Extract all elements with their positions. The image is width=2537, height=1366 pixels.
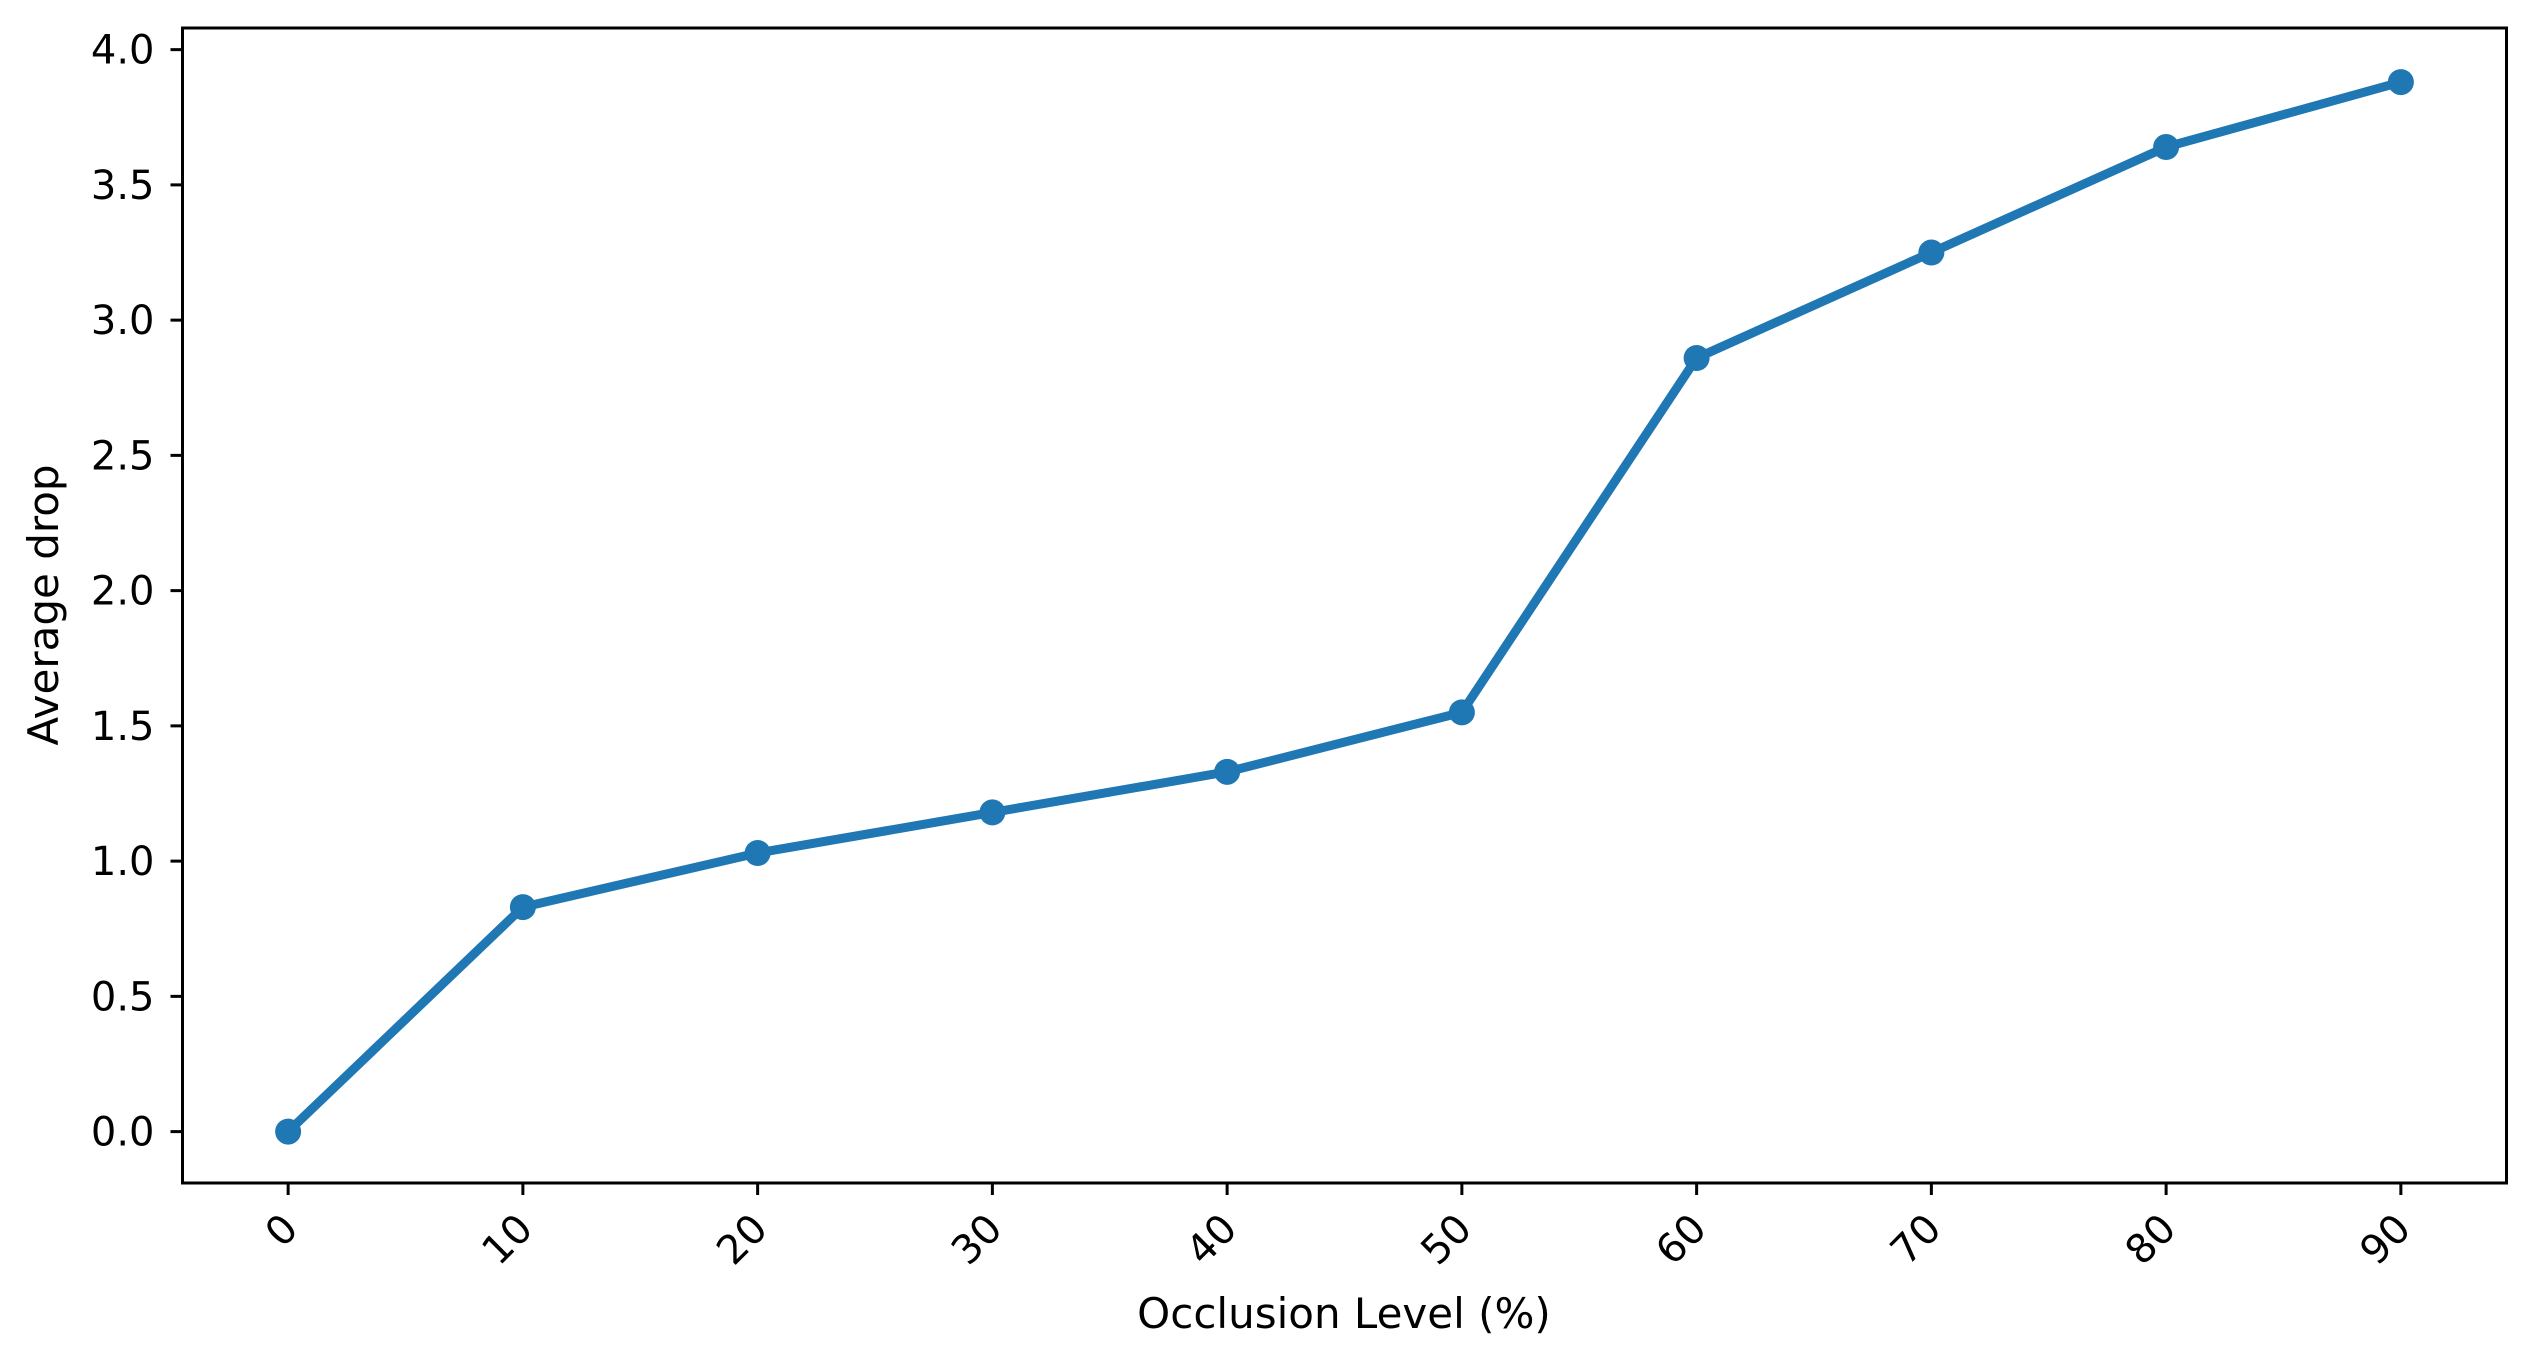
data-point: [1214, 758, 1241, 785]
x-tick-label: 40: [1178, 1206, 1247, 1275]
y-tick-label: 1.0: [91, 839, 155, 885]
x-tick-label: 0: [257, 1206, 308, 1257]
y-tick-label: 0.5: [91, 974, 155, 1020]
data-point: [744, 840, 771, 866]
plot-content: [275, 69, 2414, 1145]
y-axis-label: Average drop: [19, 464, 68, 745]
x-axis-label: Occlusion Level (%): [1137, 1289, 1551, 1338]
data-point: [509, 894, 536, 921]
y-tick-label: 4.0: [91, 28, 155, 74]
y-tick-label: 3.0: [91, 298, 155, 344]
x-tick-label: 70: [1882, 1206, 1951, 1275]
x-tick-label: 10: [473, 1206, 542, 1275]
x-tick-label: 80: [2117, 1206, 2186, 1275]
data-point: [275, 1118, 302, 1145]
y-tick-label: 3.5: [91, 163, 155, 209]
data-point: [2387, 69, 2414, 96]
x-tick-label: 20: [708, 1206, 777, 1275]
data-point: [979, 799, 1006, 826]
data-point: [2153, 134, 2180, 161]
x-tick-label: 50: [1412, 1206, 1481, 1275]
x-tick-label: 30: [943, 1206, 1012, 1275]
y-tick-label: 2.5: [91, 433, 155, 479]
data-line: [283, 77, 2406, 1137]
y-tick-label: 0.0: [91, 1110, 155, 1156]
data-point: [1448, 699, 1475, 726]
y-tick-label: 2.0: [91, 569, 155, 615]
tick-layer: 0 10 20 30 40 50 60 70 80 90 0.0 0.5 1.0 1.5 2.0 2.5 3.0…: [91, 28, 2420, 1274]
y-tick-label: 1.5: [91, 704, 155, 750]
x-tick-label: 60: [1647, 1206, 1716, 1275]
plot-border: [181, 26, 2508, 1185]
data-point: [1683, 345, 1710, 371]
x-tick-label: 90: [2351, 1206, 2420, 1275]
data-point: [1918, 239, 1945, 266]
